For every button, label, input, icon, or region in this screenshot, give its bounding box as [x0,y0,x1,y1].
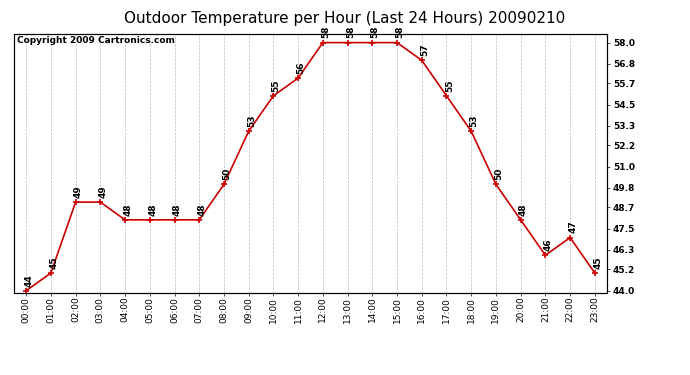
Text: 49: 49 [74,185,83,198]
Text: 58: 58 [321,26,330,39]
Text: 45: 45 [593,256,602,269]
Text: 58: 58 [371,26,380,39]
Text: 53: 53 [469,114,478,127]
Text: 53: 53 [247,114,256,127]
Text: Outdoor Temperature per Hour (Last 24 Hours) 20090210: Outdoor Temperature per Hour (Last 24 Ho… [124,11,566,26]
Text: 58: 58 [395,26,404,39]
Text: 48: 48 [197,203,206,216]
Text: 49: 49 [99,185,108,198]
Text: 50: 50 [222,168,231,180]
Text: 55: 55 [445,79,454,92]
Text: 48: 48 [172,203,181,216]
Text: 58: 58 [346,26,355,39]
Text: 48: 48 [519,203,528,216]
Text: 55: 55 [272,79,281,92]
Text: 46: 46 [544,238,553,251]
Text: 48: 48 [148,203,157,216]
Text: Copyright 2009 Cartronics.com: Copyright 2009 Cartronics.com [17,36,175,45]
Text: 50: 50 [494,168,503,180]
Text: 44: 44 [24,274,33,286]
Text: 56: 56 [297,62,306,74]
Text: 47: 47 [569,220,578,233]
Text: 48: 48 [124,203,132,216]
Text: 45: 45 [49,256,58,269]
Text: 57: 57 [420,44,429,56]
